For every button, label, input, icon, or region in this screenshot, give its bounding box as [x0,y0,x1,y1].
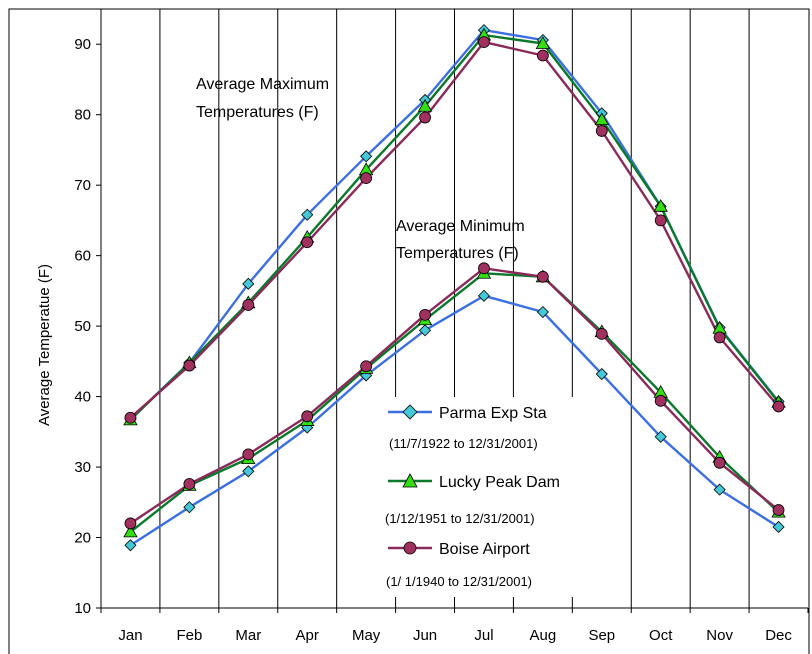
legend-luckypeak-name: Lucky Peak Dam [439,474,560,491]
y-axis-label: Average Temperatue (F) [36,264,53,426]
point-boise-airport-max-sep [595,125,608,137]
point-lucky-peak-dam-min-jan [123,524,138,538]
annotation-min-line1: Average Minimum [396,218,525,235]
point-boise-airport-min-jan [124,517,137,530]
point-boise-airport-max-may [360,172,373,185]
point-boise-airport-max-jul [478,36,490,49]
legend-luckypeak-marker [402,473,418,488]
legend: Parma Exp Sta (11/7/1922 to 12/31/2001) … [383,397,615,597]
x-tick-label-apr: Apr [296,627,319,644]
x-tick-labels: Jan Feb Mar Apr May Jun Jul Aug Sep Oct Nov Dec [100,608,809,644]
legend-boise-marker [403,541,417,555]
point-parma-exp-sta-max-may [360,150,373,163]
line-boise-airport-min [129,267,780,525]
point-parma-exp-sta-min-aug [536,305,549,319]
point-boise-airport-max-apr [301,236,314,249]
point-boise-airport-min-oct [654,394,667,407]
point-parma-exp-sta-min-jul [477,289,491,302]
point-parma-exp-sta-min-jan [124,539,137,552]
point-parma-exp-sta-min-sep [595,367,608,381]
line-lucky-peak-dam-min [129,272,780,533]
vertical-gridlines [159,9,750,608]
x-tick-label-mar: Mar [235,627,261,644]
x-tick-label-feb: Feb [176,627,202,644]
point-parma-exp-sta-min-mar [242,465,255,478]
point-boise-airport-max-feb [183,359,196,372]
legend-parma-name: Parma Exp Sta [439,405,547,422]
point-boise-airport-min-sep [595,327,608,340]
legend-boise-period: (1/ 1/1940 to 12/31/2001) [386,574,532,589]
y-tick-label-20: 20 [74,530,91,547]
y-tick-labels: 10 20 30 40 50 60 70 80 90 [74,36,101,617]
point-parma-exp-sta-min-feb [183,501,196,514]
point-boise-airport-max-nov [713,331,726,344]
y-tick-label-40: 40 [74,389,91,406]
point-boise-airport-min-dec [772,504,785,516]
line-lucky-peak-dam-max [129,33,780,421]
line-boise-airport-max [129,40,780,419]
series-lines [129,28,780,547]
point-parma-exp-sta-max-apr [301,208,314,221]
point-boise-airport-max-dec [772,400,785,413]
point-boise-airport-min-feb [183,478,196,490]
annotation-max-line2: Temperatures (F) [196,104,319,121]
y-tick-label-70: 70 [74,177,91,194]
annotation-max-line1: Average Maximum [196,76,329,93]
y-tick-label-50: 50 [74,318,91,335]
point-boise-airport-min-mar [242,448,255,461]
annotation-min-line2: Temperatures (F) [396,245,519,262]
point-boise-airport-max-aug [536,49,549,62]
legend-luckypeak-period: (1/12/1951 to 12/31/2001) [385,511,535,526]
point-boise-airport-min-apr [301,410,314,423]
point-lucky-peak-dam-max-aug [535,36,551,49]
point-parma-exp-sta-min-nov [713,483,726,496]
legend-box [383,397,615,597]
x-tick-label-jul: Jul [474,627,493,644]
legend-boise-name: Boise Airport [439,541,530,558]
x-tick-label-may: May [352,627,381,644]
x-tick-label-sep: Sep [588,627,615,644]
point-boise-airport-max-oct [654,214,667,227]
series-markers [123,24,786,552]
point-boise-airport-min-nov [713,456,726,469]
y-tick-label-90: 90 [74,36,91,53]
y-tick-label-10: 10 [74,600,91,617]
x-tick-label-oct: Oct [649,627,673,644]
legend-parma-marker [402,404,418,420]
point-boise-airport-max-jan [124,411,137,424]
point-boise-airport-min-jun [419,308,431,321]
point-parma-exp-sta-min-dec [772,520,785,534]
point-parma-exp-sta-min-jun [418,324,432,337]
point-lucky-peak-dam-max-oct [653,199,668,212]
y-tick-label-60: 60 [74,248,91,265]
point-lucky-peak-dam-max-sep [594,112,609,126]
legend-parma-period: (11/7/1922 to 12/31/2001) [389,436,538,451]
x-tick-label-nov: Nov [706,627,733,644]
x-tick-label-jan: Jan [118,627,142,644]
point-boise-airport-max-jun [419,111,431,124]
point-boise-airport-min-may [360,360,373,373]
point-parma-exp-sta-max-mar [242,277,255,290]
x-tick-label-aug: Aug [530,627,557,644]
point-boise-airport-min-aug [536,270,549,283]
point-parma-exp-sta-min-oct [654,430,667,443]
x-tick-label-dec: Dec [765,627,792,644]
point-boise-airport-min-jul [478,262,490,275]
line-parma-exp-sta-min [129,294,780,547]
point-lucky-peak-dam-max-jun [417,98,433,112]
y-tick-label-80: 80 [74,107,91,124]
y-tick-label-30: 30 [74,459,91,476]
point-boise-airport-max-mar [242,299,255,311]
x-tick-label-jun: Jun [413,627,437,644]
